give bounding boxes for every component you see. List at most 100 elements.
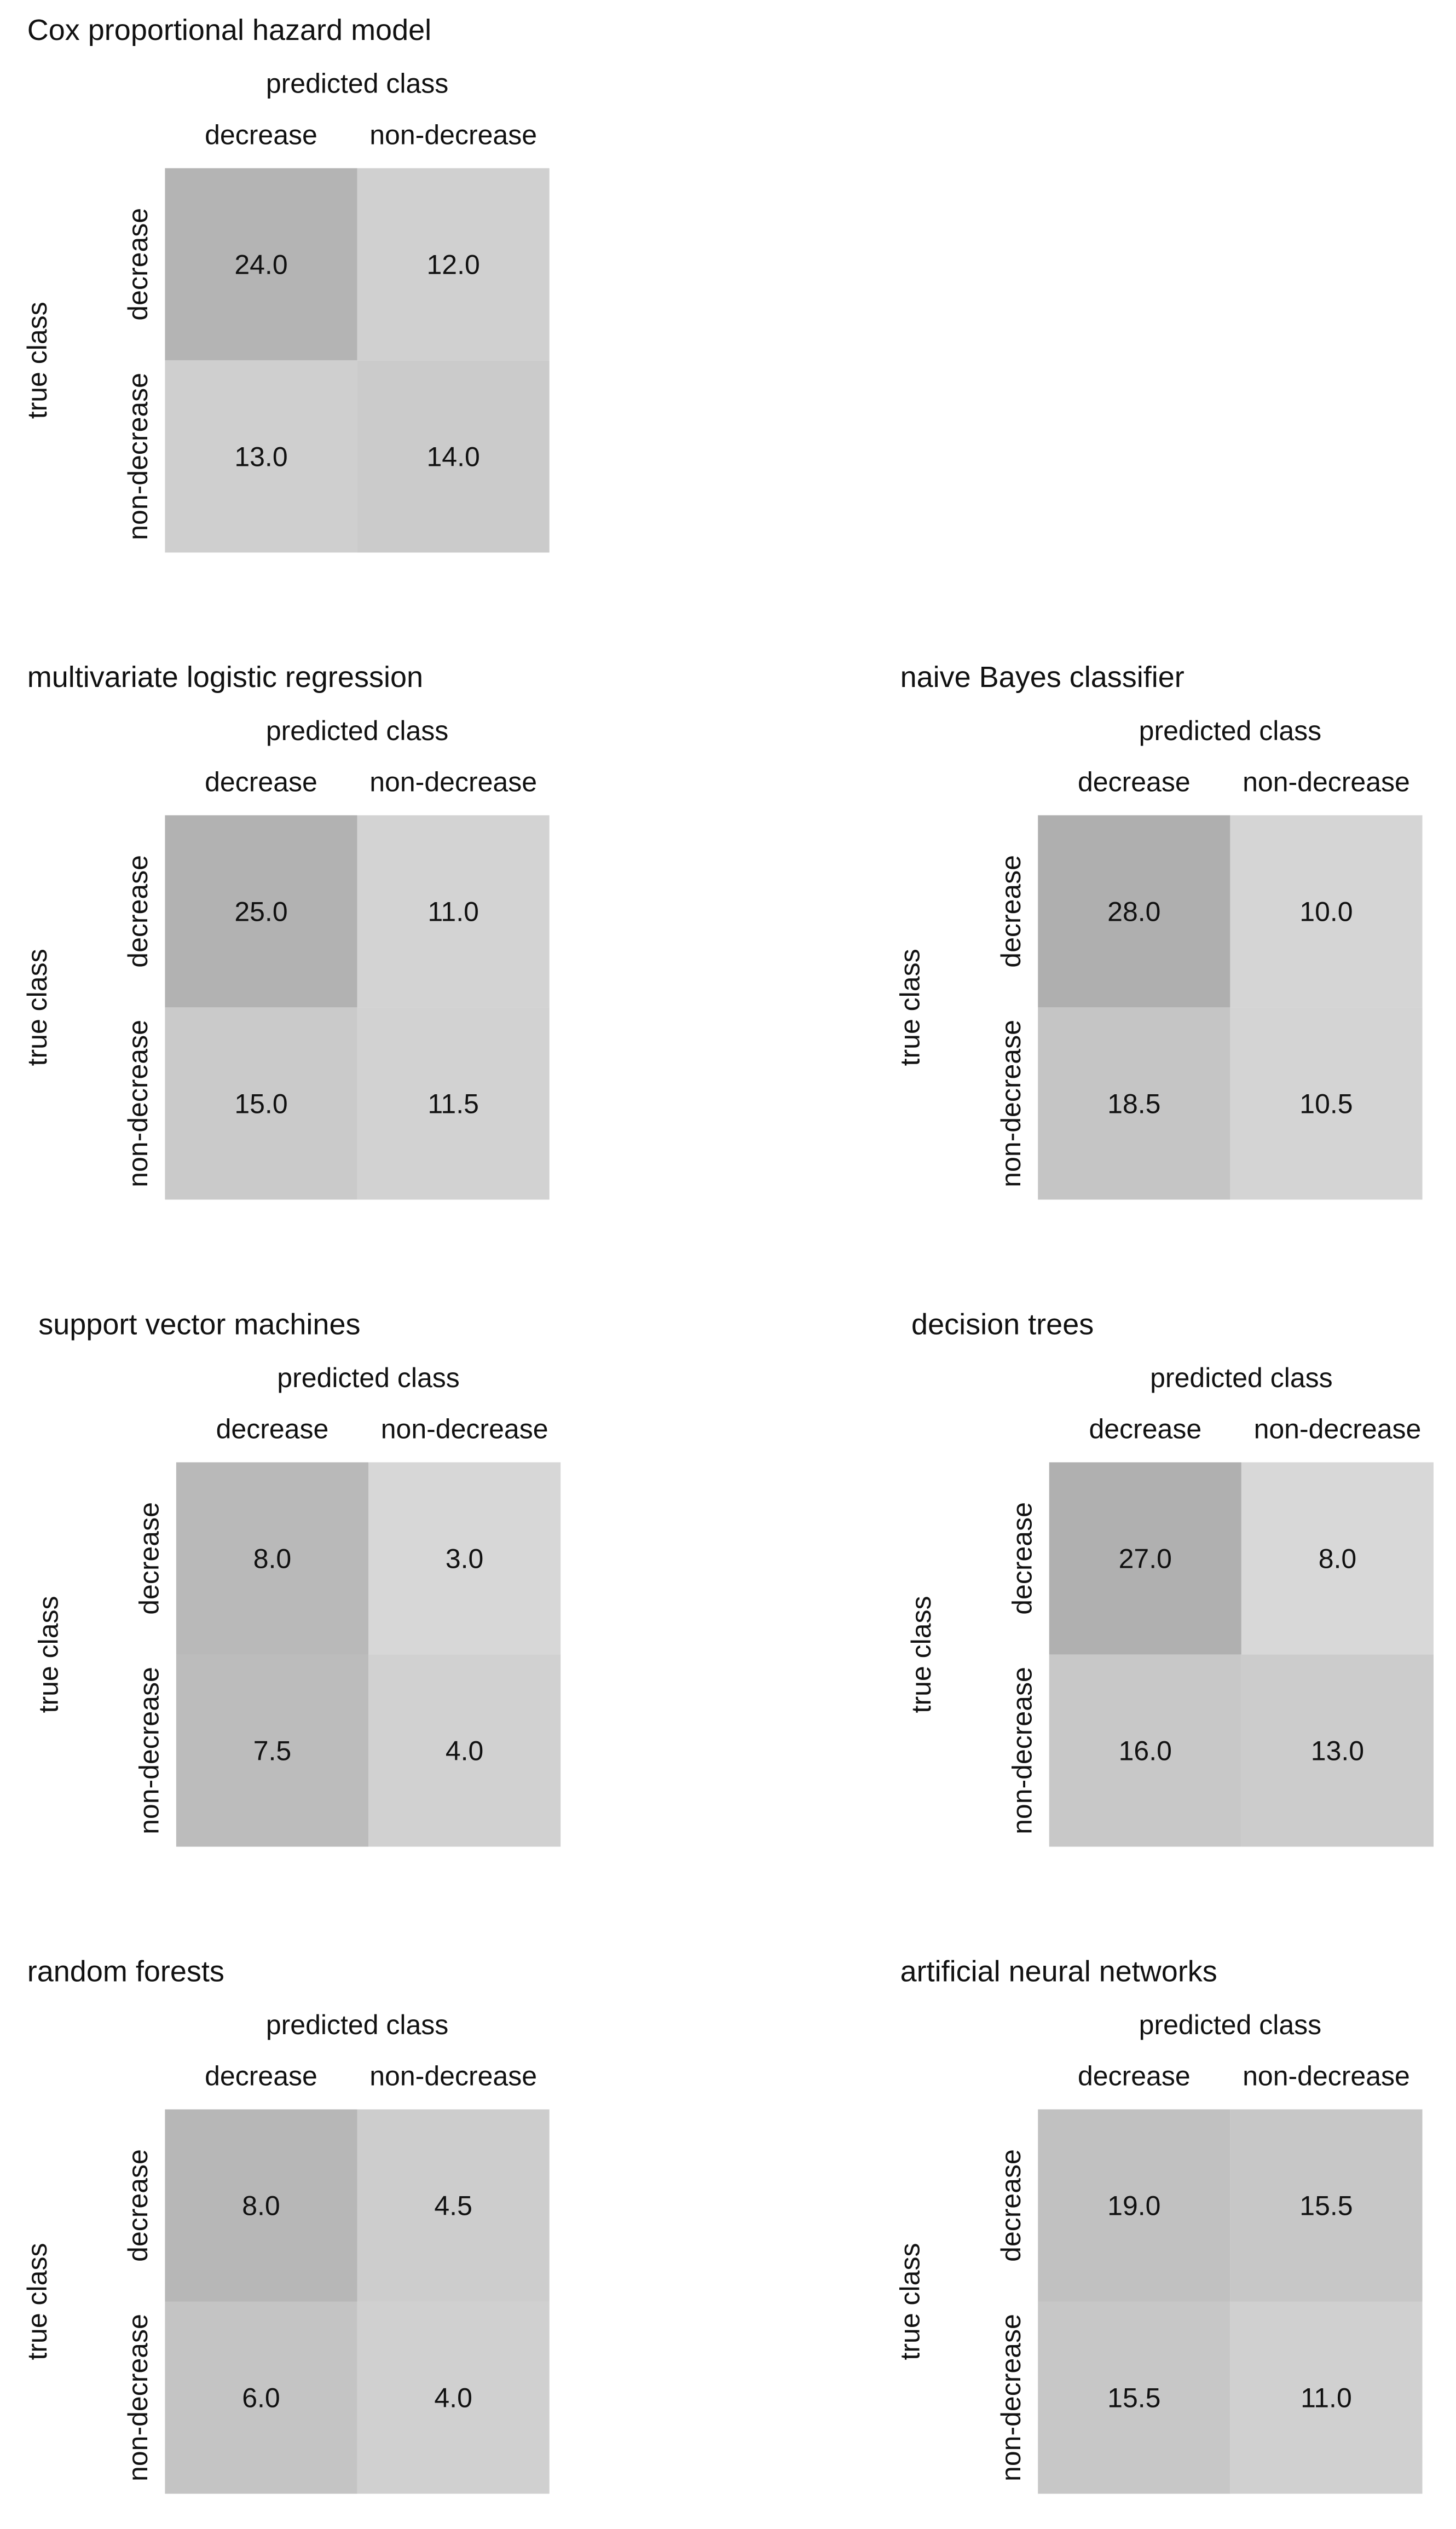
confusion-matrix-panel: naive Bayes classifier predicted class dec… xyxy=(895,661,1423,1200)
x-tick-label: decrease xyxy=(1089,1413,1201,1444)
cell-value-label: 4.0 xyxy=(434,2383,472,2413)
matrix-cell xyxy=(165,2301,357,2494)
cell-value-label: 13.0 xyxy=(1311,1736,1364,1766)
panel-title: Cox proportional hazard model xyxy=(27,14,431,47)
y-tick-label: non-decrease xyxy=(123,2314,153,2481)
x-axis-label: predicted class xyxy=(277,1362,460,1393)
cell-value-label: 11.0 xyxy=(1301,2383,1352,2413)
matrix-cell xyxy=(1241,1654,1434,1847)
x-tick-label: non-decrease xyxy=(369,119,537,150)
y-axis-label: true class xyxy=(895,949,926,1066)
x-tick-label: non-decrease xyxy=(369,2061,537,2092)
cell-value-label: 14.0 xyxy=(426,441,479,472)
x-tick-label: non-decrease xyxy=(381,1413,548,1444)
x-axis-label: predicted class xyxy=(266,715,449,746)
y-axis-label: true class xyxy=(906,1596,937,1713)
x-tick-label: decrease xyxy=(1078,2061,1191,2092)
y-tick-label: non-decrease xyxy=(123,1020,153,1187)
y-tick-label: decrease xyxy=(123,2149,153,2262)
matrix-cell xyxy=(1241,1462,1434,1655)
matrix-cell xyxy=(368,1462,561,1655)
matrix-cell xyxy=(176,1654,369,1847)
cell-value-label: 3.0 xyxy=(446,1543,484,1574)
cell-value-label: 16.0 xyxy=(1119,1736,1172,1766)
panel-title: support vector machines xyxy=(38,1308,360,1341)
cell-value-label: 28.0 xyxy=(1107,896,1160,927)
matrix-cell xyxy=(357,2301,550,2494)
matrix-cell xyxy=(1038,1007,1230,1200)
matrix-cell xyxy=(1230,1007,1423,1200)
y-tick-label: non-decrease xyxy=(996,2314,1026,2481)
panel-title: naive Bayes classifier xyxy=(900,661,1185,694)
y-tick-label: non-decrease xyxy=(1007,1667,1038,1834)
cell-value-label: 27.0 xyxy=(1119,1543,1172,1574)
cell-value-label: 25.0 xyxy=(234,896,287,927)
x-axis-label: predicted class xyxy=(1150,1362,1333,1393)
y-tick-label: decrease xyxy=(996,2149,1026,2262)
x-tick-label: non-decrease xyxy=(1243,766,1410,797)
cell-value-label: 15.0 xyxy=(234,1089,287,1119)
x-tick-label: decrease xyxy=(216,1413,329,1444)
y-tick-label: decrease xyxy=(134,1502,165,1615)
matrix-cell xyxy=(165,1007,357,1200)
matrix-cell xyxy=(357,168,550,361)
cell-value-label: 4.0 xyxy=(446,1736,484,1766)
cell-value-label: 19.0 xyxy=(1107,2191,1160,2221)
cell-value-label: 11.5 xyxy=(427,1089,479,1119)
x-tick-label: decrease xyxy=(205,766,317,797)
y-tick-label: decrease xyxy=(1007,1502,1038,1615)
panel-title: random forests xyxy=(27,1955,224,1988)
panel-title: multivariate logistic regression xyxy=(27,661,423,694)
y-tick-label: non-decrease xyxy=(134,1667,165,1834)
x-axis-label: predicted class xyxy=(266,68,449,99)
matrix-cell xyxy=(165,168,357,361)
y-axis-label: true class xyxy=(895,2243,926,2360)
cell-value-label: 8.0 xyxy=(242,2191,280,2221)
x-tick-label: non-decrease xyxy=(369,766,537,797)
matrix-cell xyxy=(1049,1462,1241,1655)
y-axis-label: true class xyxy=(33,1596,63,1713)
cell-value-label: 8.0 xyxy=(1319,1543,1357,1574)
cell-value-label: 7.5 xyxy=(253,1736,292,1766)
matrix-cell xyxy=(1049,1654,1241,1847)
matrix-cell xyxy=(1230,2109,1423,2302)
matrix-cell xyxy=(165,2109,357,2302)
x-tick-label: decrease xyxy=(1078,766,1191,797)
cell-value-label: 13.0 xyxy=(234,441,287,472)
cell-value-label: 24.0 xyxy=(234,249,287,280)
confusion-matrix-panel: artificial neural networks predicted clas… xyxy=(895,1955,1423,2494)
y-axis-label: true class xyxy=(22,949,53,1066)
matrix-cell xyxy=(357,1007,550,1200)
cell-value-label: 11.0 xyxy=(427,896,479,927)
confusion-matrix-panel: decision trees predicted class decrease non… xyxy=(906,1308,1434,1847)
cell-value-label: 18.5 xyxy=(1107,1089,1160,1119)
confusion-matrix-panel: random forests predicted class decrease non… xyxy=(22,1955,550,2494)
panel-title: artificial neural networks xyxy=(900,1955,1217,1988)
cell-value-label: 10.0 xyxy=(1299,896,1353,927)
y-tick-label: decrease xyxy=(123,208,153,321)
y-axis-label: true class xyxy=(22,302,53,419)
matrix-cell xyxy=(165,815,357,1008)
y-axis-label: true class xyxy=(22,2243,53,2360)
cell-value-label: 6.0 xyxy=(242,2383,280,2413)
matrix-cell xyxy=(1230,2301,1423,2494)
cell-value-label: 8.0 xyxy=(253,1543,292,1574)
confusion-matrix-panel: Cox proportional hazard model predicted c… xyxy=(22,14,550,553)
panel-title: decision trees xyxy=(911,1308,1094,1341)
matrix-cell xyxy=(357,815,550,1008)
matrix-cell xyxy=(368,1654,561,1847)
matrix-cell xyxy=(1038,2109,1230,2302)
x-axis-label: predicted class xyxy=(266,2010,449,2040)
matrix-cell xyxy=(1038,2301,1230,2494)
x-tick-label: decrease xyxy=(205,2061,317,2092)
x-tick-label: non-decrease xyxy=(1243,2061,1410,2092)
cell-value-label: 4.5 xyxy=(434,2191,472,2221)
confusion-matrix-panel: multivariate logistic regression predicte… xyxy=(22,661,550,1200)
x-tick-label: decrease xyxy=(205,119,317,150)
matrix-cell xyxy=(1230,815,1423,1008)
matrix-cell xyxy=(176,1462,369,1655)
cell-value-label: 12.0 xyxy=(426,249,479,280)
x-tick-label: non-decrease xyxy=(1254,1413,1422,1444)
y-tick-label: decrease xyxy=(123,855,153,968)
